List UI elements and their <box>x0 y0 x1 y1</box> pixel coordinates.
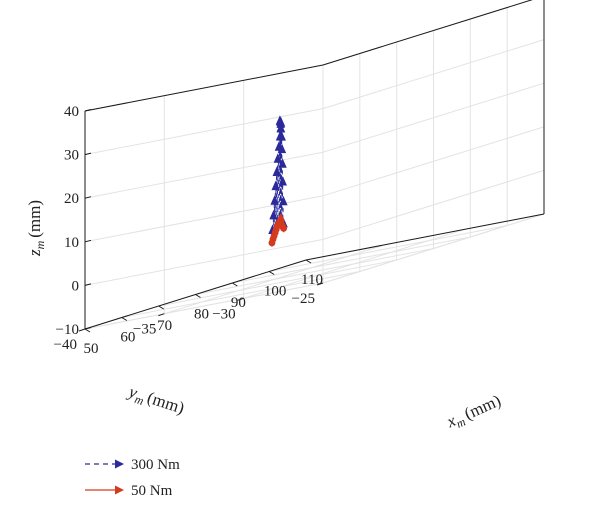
z-tick-label: 40 <box>64 104 79 120</box>
wall-grid-line <box>85 109 323 155</box>
x-tick-label: 110 <box>301 272 323 288</box>
x-axis-label: xm(mm) <box>443 391 505 435</box>
y-tick-mark <box>79 329 85 331</box>
wall-grid-line <box>85 196 323 242</box>
z-tick-label: 0 <box>72 278 80 294</box>
z-axis-label: zm(mm) <box>25 200 47 257</box>
y-tick-label: −40 <box>54 337 77 353</box>
y-axis-label: ym(mm) <box>124 381 187 420</box>
wall-grid-line <box>85 152 323 198</box>
wall-grid-line <box>85 239 323 285</box>
x-tick-label: 90 <box>231 295 246 311</box>
z-tick-label: 20 <box>64 191 79 207</box>
axes-box-edge <box>306 214 544 260</box>
x-tick-label: 60 <box>120 330 135 346</box>
legend-item-300nm: 300 Nm <box>85 457 180 473</box>
x-tick-label: 50 <box>84 341 99 357</box>
floor-grid-line <box>232 237 470 283</box>
y-tick-label: −35 <box>133 322 156 338</box>
x-tick-label: 70 <box>157 318 172 334</box>
legend-arrow-50nm <box>115 486 124 495</box>
x-tick-mark <box>306 260 311 263</box>
x-tick-mark <box>159 306 164 309</box>
x-tick-label: 100 <box>264 284 287 300</box>
legend: 300 Nm 50 Nm <box>85 457 180 499</box>
y-tick-label: −25 <box>292 291 315 307</box>
z-tick-label: 10 <box>64 235 79 251</box>
axes-box-edge <box>85 65 323 111</box>
x-tick-mark <box>269 272 274 275</box>
z-tick-label: 30 <box>64 148 79 164</box>
floor-grid-line <box>269 226 507 272</box>
x-tick-label: 80 <box>194 307 209 323</box>
legend-arrow-300nm <box>115 460 124 469</box>
x-tick-mark <box>85 329 90 332</box>
legend-label-50nm: 50 Nm <box>131 483 173 499</box>
x-tick-mark <box>196 295 201 298</box>
x-tick-mark <box>122 318 127 321</box>
floor-grid-line <box>164 245 385 314</box>
legend-item-50nm: 50 Nm <box>85 483 173 499</box>
x-tick-mark <box>232 283 237 286</box>
legend-label-300nm: 300 Nm <box>131 457 180 473</box>
z-tick-label: −10 <box>56 322 79 338</box>
